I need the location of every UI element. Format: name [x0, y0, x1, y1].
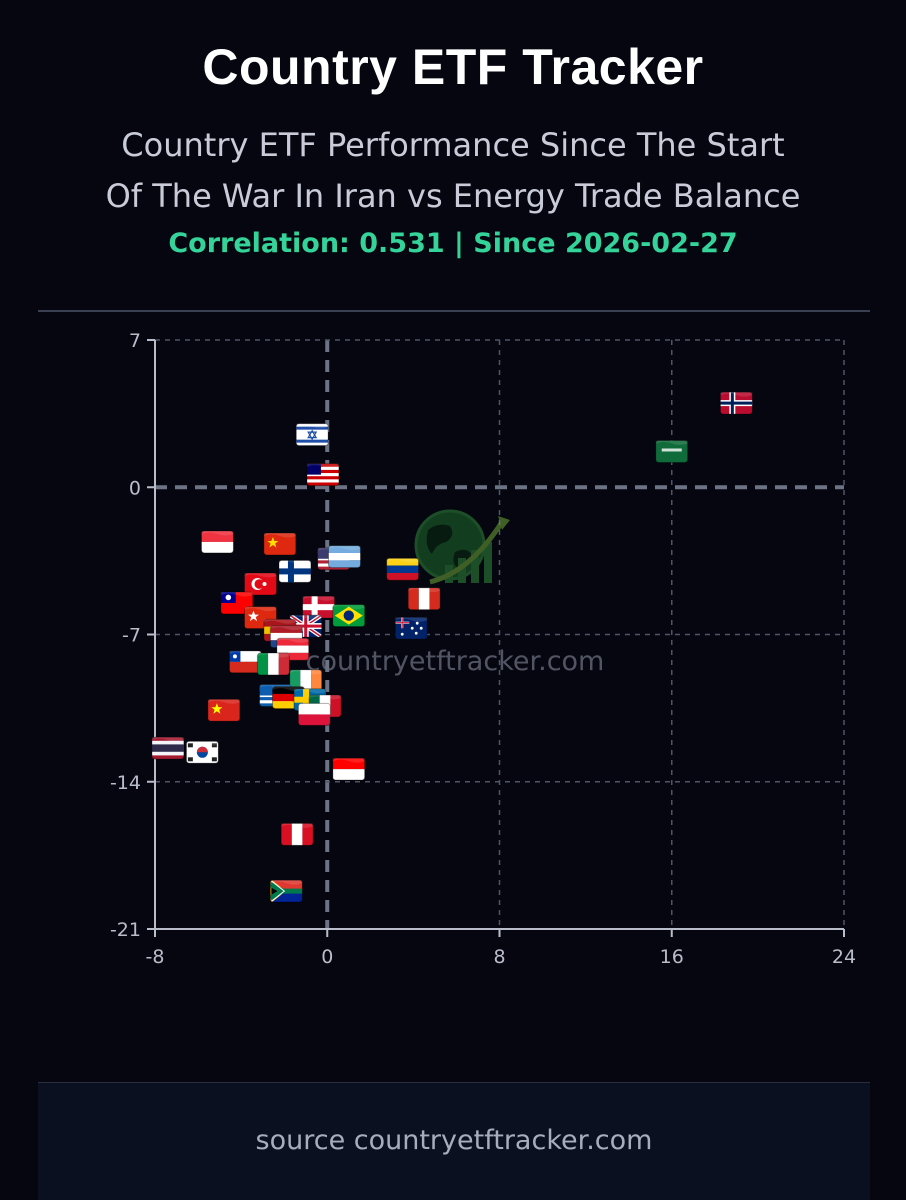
- subtitle-line-1: Country ETF Performance Since The Start: [121, 126, 785, 164]
- correlation-meta: Correlation: 0.531 | Since 2026-02-27: [168, 228, 738, 259]
- watermark-text: countryetftracker.com: [306, 646, 605, 677]
- flag-marker-south-korea: [185, 740, 219, 764]
- subtitle-line-2: Of The War In Iran vs Energy Trade Balan…: [105, 177, 801, 215]
- page-title: Country ETF Tracker: [202, 39, 704, 95]
- axis-layer: -8 0 8 16 24 7 0 -7 -14 -21: [110, 330, 856, 968]
- x-tick-label: 24: [832, 946, 856, 968]
- flag-marker-turkey: [244, 572, 278, 596]
- flag-marker-finland: [278, 559, 312, 583]
- scatter-chart: countryetftracker.com -8 0 8 16 24 7 0 -7 -14 -21: [0, 320, 906, 980]
- globe-chart-logo-icon: [414, 509, 510, 585]
- flag-marker-saudi-arabia: [655, 439, 689, 463]
- chart-subtitle: Country ETF Performance Since The Start …: [60, 120, 846, 222]
- flag-marker-colombia: [386, 557, 420, 581]
- grid-layer: [155, 339, 845, 929]
- flag-marker-peru: [280, 822, 314, 846]
- y-tick-label: -14: [110, 772, 141, 794]
- watermark: countryetftracker.com: [306, 509, 605, 677]
- flag-marker-norway: [719, 391, 753, 415]
- flag-marker-south-africa: [269, 879, 303, 903]
- header-divider: [38, 310, 870, 312]
- footer: source countryetftracker.com: [38, 1082, 870, 1200]
- flag-marker-thailand: [151, 736, 185, 760]
- y-tick-label: -7: [122, 625, 141, 647]
- flag-marker-australia: [394, 616, 428, 640]
- flag-marker-chile: [228, 650, 262, 674]
- x-tick-label: 8: [493, 946, 505, 968]
- source-text: source countryetftracker.com: [255, 1125, 653, 1156]
- x-tick-label: -8: [146, 946, 165, 968]
- y-tick-label: 0: [129, 477, 141, 499]
- scatter-chart-svg: countryetftracker.com -8 0 8 16 24 7 0 -7 -14 -21: [110, 330, 856, 968]
- flag-marker-singapore: [200, 530, 234, 554]
- flag-marker-taiwan: [220, 591, 254, 615]
- points-layer: [151, 391, 753, 903]
- flag-marker-china: [263, 532, 297, 556]
- flag-marker-austria: [276, 637, 310, 661]
- flag-marker-denmark: [302, 595, 336, 619]
- flag-marker-poland: [297, 702, 331, 726]
- flag-marker-malaysia: [306, 463, 340, 487]
- flag-marker-israel: [295, 423, 329, 447]
- flag-marker-brazil: [332, 604, 366, 628]
- flag-marker-argentina: [327, 545, 361, 569]
- y-tick-label: 7: [129, 330, 141, 352]
- flag-marker-italy: [256, 652, 290, 676]
- flag-marker-vietnam: [207, 698, 241, 722]
- x-tick-label: 0: [321, 946, 333, 968]
- x-tick-label: 16: [660, 946, 684, 968]
- flag-marker-canada: [407, 587, 441, 611]
- flag-marker-indonesia: [332, 757, 366, 781]
- y-tick-label: -21: [110, 919, 141, 941]
